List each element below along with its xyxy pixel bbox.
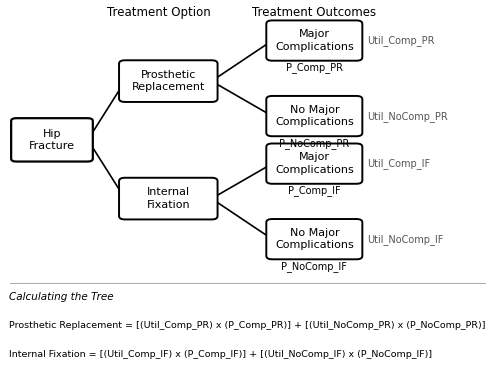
Text: Hip
Fracture: Hip Fracture: [29, 129, 75, 151]
Text: Calculating the Tree: Calculating the Tree: [9, 291, 113, 302]
Text: P_NoComp_PR: P_NoComp_PR: [279, 138, 349, 149]
Text: Internal Fixation = [(Util_Comp_IF) x (P_Comp_IF)] + [(Util_NoComp_IF) x (P_NoCo: Internal Fixation = [(Util_Comp_IF) x (P…: [9, 350, 432, 359]
Text: Util_NoComp_PR: Util_NoComp_PR: [367, 111, 448, 122]
Text: P_Comp_IF: P_Comp_IF: [288, 186, 341, 196]
Text: P_Comp_PR: P_Comp_PR: [286, 62, 343, 73]
FancyBboxPatch shape: [119, 178, 217, 220]
FancyBboxPatch shape: [266, 20, 362, 61]
Text: No Major
Complications: No Major Complications: [275, 228, 354, 250]
Text: P_NoComp_IF: P_NoComp_IF: [281, 261, 347, 272]
Text: Util_Comp_PR: Util_Comp_PR: [367, 35, 435, 46]
Text: Internal
Fixation: Internal Fixation: [147, 187, 190, 210]
FancyBboxPatch shape: [119, 60, 217, 102]
Text: Treatment Option: Treatment Option: [106, 6, 210, 19]
Text: Treatment Outcomes: Treatment Outcomes: [252, 6, 376, 19]
Text: Prosthetic
Replacement: Prosthetic Replacement: [132, 70, 205, 92]
Text: Prosthetic Replacement = [(Util_Comp_PR) x (P_Comp_PR)] + [(Util_NoComp_PR) x (P: Prosthetic Replacement = [(Util_Comp_PR)…: [9, 321, 486, 330]
FancyBboxPatch shape: [11, 118, 93, 161]
Text: Major
Complications: Major Complications: [275, 29, 354, 52]
FancyBboxPatch shape: [266, 144, 362, 184]
Text: Util_NoComp_IF: Util_NoComp_IF: [367, 234, 444, 245]
Text: Util_Comp_IF: Util_Comp_IF: [367, 158, 431, 169]
FancyBboxPatch shape: [266, 219, 362, 259]
FancyBboxPatch shape: [266, 96, 362, 136]
Text: No Major
Complications: No Major Complications: [275, 105, 354, 127]
Text: Major
Complications: Major Complications: [275, 152, 354, 175]
